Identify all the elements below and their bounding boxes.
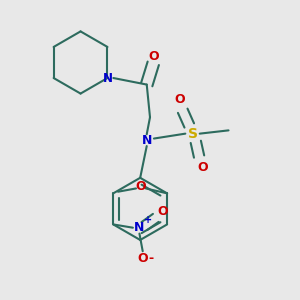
Text: O: O xyxy=(136,180,146,193)
Text: O: O xyxy=(174,93,185,106)
Text: N: N xyxy=(103,71,112,85)
Text: +: + xyxy=(144,214,152,224)
Text: N: N xyxy=(134,221,145,234)
Text: -: - xyxy=(148,252,154,265)
Text: O: O xyxy=(148,50,159,63)
Text: O: O xyxy=(137,252,148,265)
Text: O: O xyxy=(157,205,168,218)
Text: O: O xyxy=(197,161,208,175)
Text: N: N xyxy=(142,134,152,147)
Text: S: S xyxy=(188,127,197,141)
